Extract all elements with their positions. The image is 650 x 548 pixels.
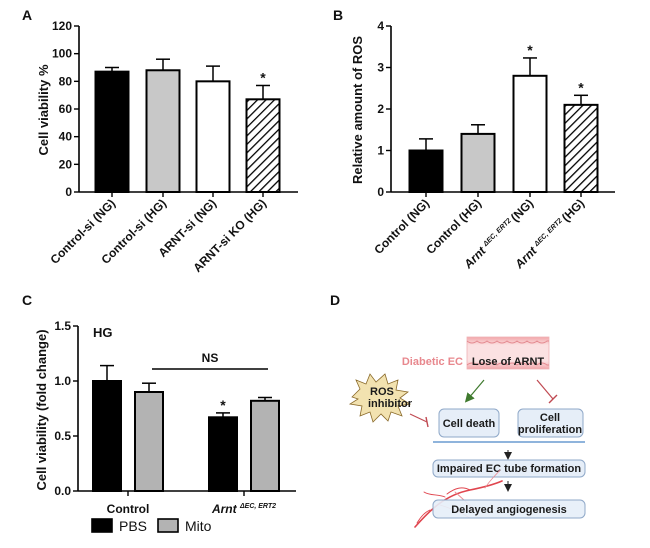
ros-inhibitor-label-line2: inhibitor: [368, 398, 413, 410]
ros-inhibitor-label-line1: ROS: [370, 386, 394, 398]
inhibit-arrow-icon: [536, 379, 554, 400]
x-tick-label: Arnt ΔEC, ERT2: [211, 502, 276, 516]
significance-star: *: [578, 79, 584, 95]
panel-label-d: D: [330, 292, 340, 308]
y-tick-label: 0: [65, 185, 72, 199]
diagram-panel-d: Diabetic EC Lose of ARNT ROS inhibitor C…: [348, 336, 586, 528]
chart-title: HG: [93, 325, 113, 340]
y-tick-label: 0: [377, 185, 384, 199]
impaired-label: Impaired EC tube formation: [437, 463, 582, 475]
chart-panel-c: Cell viability (fold change) HG 0.0 0.5 1.…: [34, 319, 296, 534]
bar: [245, 98, 281, 193]
y-tick-label: 120: [52, 19, 72, 33]
legend-label: Mito: [185, 518, 212, 534]
bar: [145, 69, 181, 193]
y-axis-title: Cell viability (fold change): [34, 329, 49, 490]
y-tick-label: 1.5: [54, 319, 71, 333]
ros-inhibit-bar-icon: [425, 416, 429, 428]
y-tick-label: 2: [377, 102, 384, 116]
y-tick-label: 40: [59, 130, 73, 144]
cell-proliferation-label-line1: Cell: [540, 412, 560, 424]
ros-inhibitor-burst-icon: [348, 373, 412, 423]
ns-annotation: NS: [202, 351, 219, 365]
y-tick-label: 80: [59, 74, 73, 88]
y-tick-label: 4: [377, 19, 384, 33]
panel-label-b: B: [333, 7, 343, 23]
cell-death-label: Cell death: [443, 418, 496, 430]
vessel-banner: [466, 336, 550, 370]
bar: [563, 103, 599, 193]
y-axis-title: Cell viability %: [36, 64, 51, 155]
lose-arnt-label: Lose of ARNT: [472, 356, 545, 368]
bar: [408, 149, 444, 193]
panel-label-a: A: [22, 7, 32, 23]
y-tick-label: 0.5: [54, 429, 71, 443]
bar: [94, 70, 130, 193]
bar: [460, 132, 496, 193]
impaired-box: [432, 459, 586, 478]
bar: [512, 74, 548, 193]
y-tick-label: 1: [377, 144, 384, 158]
cell-proliferation-label-line2: proliferation: [518, 424, 582, 436]
y-tick-label: 1.0: [54, 374, 71, 388]
significance-star: *: [527, 42, 533, 58]
ros-inhibit-line-icon: [409, 413, 428, 423]
significance-star: *: [260, 69, 266, 85]
bar: [208, 416, 238, 492]
y-axis-title: Relative amount of ROS: [350, 36, 365, 184]
green-arrow-icon: [464, 379, 485, 403]
y-tick-label: 100: [52, 47, 72, 61]
legend-label: PBS: [119, 518, 147, 534]
cell-proliferation-box: [517, 408, 584, 438]
bar: [92, 380, 122, 492]
legend-swatch: [157, 518, 179, 533]
y-tick-label: 20: [59, 157, 73, 171]
significance-star: *: [220, 397, 226, 413]
y-tick-label: 0.0: [54, 484, 71, 498]
delayed-box: [432, 499, 586, 519]
diabetic-ec-label: Diabetic EC: [402, 356, 463, 368]
y-tick-label: 3: [377, 61, 384, 75]
cell-death-box: [438, 408, 500, 438]
delayed-label: Delayed angiogenesis: [451, 504, 567, 516]
panel-label-c: C: [22, 292, 32, 308]
inhibit-bar-icon: [548, 394, 558, 404]
bar: [195, 80, 231, 193]
bar: [250, 399, 280, 492]
legend-swatch: [91, 518, 113, 533]
x-tick-label: Control: [107, 502, 150, 516]
chart-panel-a: Cell viability % 020406080100120Control-…: [36, 19, 298, 275]
y-tick-label: 60: [59, 102, 73, 116]
bar: [134, 391, 164, 492]
